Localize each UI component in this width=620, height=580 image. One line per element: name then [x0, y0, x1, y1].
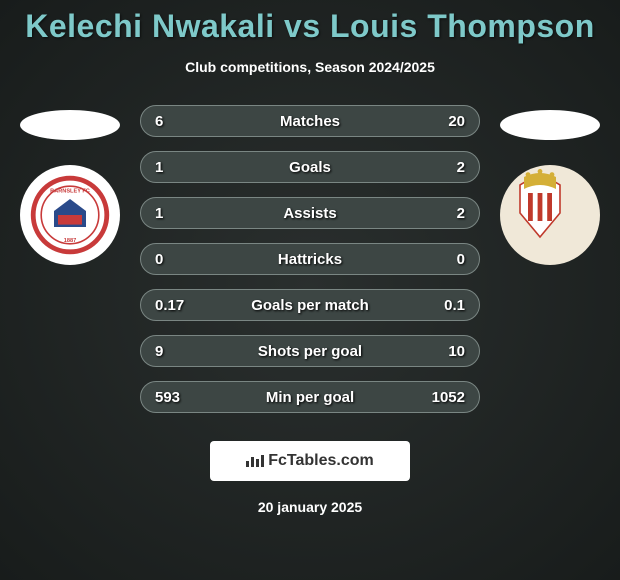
- stat-left-value: 0: [155, 251, 195, 268]
- comparison-content: BARNSLEY FC 1887 6 Matches 20 1: [0, 105, 620, 515]
- svg-text:1887: 1887: [64, 238, 76, 244]
- stat-label: Assists: [195, 205, 425, 222]
- player2-club-crest: [500, 165, 600, 265]
- stat-label: Goals: [195, 159, 425, 176]
- branding-text: FcTables.com: [268, 452, 374, 470]
- stat-left-value: 1: [155, 159, 195, 176]
- stat-left-value: 1: [155, 205, 195, 222]
- stat-row: 593 Min per goal 1052: [140, 381, 480, 413]
- stat-row: 0.17 Goals per match 0.1: [140, 289, 480, 321]
- player1-ellipse: [20, 110, 120, 140]
- stat-right-value: 0: [425, 251, 465, 268]
- stat-label: Matches: [195, 113, 425, 130]
- branding-box[interactable]: FcTables.com: [210, 441, 410, 481]
- stat-left-value: 9: [155, 343, 195, 360]
- stat-right-value: 0.1: [425, 297, 465, 314]
- stat-right-value: 2: [425, 159, 465, 176]
- barnsley-crest-icon: BARNSLEY FC 1887: [20, 165, 120, 265]
- stat-label: Min per goal: [195, 389, 425, 406]
- stat-row: 0 Hattricks 0: [140, 243, 480, 275]
- stevenage-crest-icon: [500, 165, 600, 250]
- stat-label: Hattricks: [195, 251, 425, 268]
- stat-left-value: 0.17: [155, 297, 195, 314]
- footer-date: 20 january 2025: [0, 499, 620, 515]
- stat-left-value: 593: [155, 389, 195, 406]
- stat-row: 6 Matches 20: [140, 105, 480, 137]
- comparison-subtitle: Club competitions, Season 2024/2025: [0, 59, 620, 75]
- stat-right-value: 2: [425, 205, 465, 222]
- stat-right-value: 10: [425, 343, 465, 360]
- stat-label: Goals per match: [195, 297, 425, 314]
- stat-row: 1 Assists 2: [140, 197, 480, 229]
- player1-club-crest: BARNSLEY FC 1887: [20, 165, 120, 265]
- stat-right-value: 1052: [425, 389, 465, 406]
- chart-bars-icon: [246, 453, 264, 470]
- stat-label: Shots per goal: [195, 343, 425, 360]
- player2-ellipse: [500, 110, 600, 140]
- stats-list: 6 Matches 20 1 Goals 2 1 Assists 2 0 Hat…: [140, 105, 480, 413]
- stat-row: 1 Goals 2: [140, 151, 480, 183]
- stat-right-value: 20: [425, 113, 465, 130]
- stat-row: 9 Shots per goal 10: [140, 335, 480, 367]
- svg-text:BARNSLEY FC: BARNSLEY FC: [50, 189, 90, 195]
- comparison-title: Kelechi Nwakali vs Louis Thompson: [0, 0, 620, 45]
- stat-left-value: 6: [155, 113, 195, 130]
